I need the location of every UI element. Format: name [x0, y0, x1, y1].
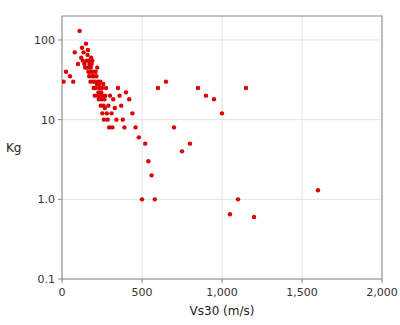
x-tick [382, 279, 383, 283]
point [220, 111, 224, 115]
x-tick-label: 1,500 [286, 286, 318, 299]
point [109, 111, 113, 115]
x-tick-label: 2,000 [366, 286, 398, 299]
y-tick [58, 199, 62, 200]
point [113, 106, 117, 110]
point [212, 97, 216, 101]
point [77, 29, 81, 33]
x-grid-line [142, 16, 143, 279]
point [111, 97, 115, 101]
point [84, 41, 88, 45]
y-grid-line [62, 119, 382, 120]
point [172, 125, 176, 129]
point [93, 69, 97, 73]
point [101, 82, 105, 86]
y-grid-line [62, 199, 382, 200]
point [89, 65, 93, 69]
point [102, 97, 106, 101]
point [146, 159, 150, 163]
axes: 0 500 1,000 1,500 2,000 0.1 1.0 10 100 [34, 16, 398, 299]
x-grid-line [302, 16, 303, 279]
point [140, 197, 144, 201]
y-tick-label: 0.1 [38, 273, 56, 286]
y-tick [58, 279, 62, 280]
point [133, 125, 137, 129]
plot-frame [62, 16, 382, 279]
point [164, 79, 168, 83]
point [236, 197, 240, 201]
point [116, 86, 120, 90]
background [0, 0, 400, 325]
point [119, 103, 123, 107]
point [117, 93, 121, 97]
x-tick-label: 1,000 [206, 286, 238, 299]
point [106, 103, 110, 107]
x-tick [62, 279, 63, 283]
point [114, 117, 118, 121]
point [85, 53, 89, 57]
point [76, 62, 80, 66]
point [95, 65, 99, 69]
point [100, 111, 104, 115]
point [64, 69, 68, 73]
chart-svg: 0 500 1,000 1,500 2,000 0.1 1.0 10 100 Vs30 (m/s)… [0, 0, 400, 325]
point [124, 90, 128, 94]
chart-container: 0 500 1,000 1,500 2,000 0.1 1.0 10 100 Vs30 (m/s)… [0, 0, 400, 325]
point [143, 141, 147, 145]
point [71, 79, 75, 83]
x-tick [222, 279, 223, 283]
point [86, 48, 90, 52]
point [121, 117, 125, 121]
point [105, 111, 109, 115]
point [68, 74, 72, 78]
point [122, 125, 126, 129]
point [137, 135, 141, 139]
y-tick-label: 1.0 [38, 193, 56, 206]
x-tick [302, 279, 303, 283]
point [81, 50, 85, 54]
point [204, 93, 208, 97]
y-tick [58, 119, 62, 120]
point [244, 86, 248, 90]
x-tick-label: 500 [132, 286, 153, 299]
point [228, 212, 232, 216]
point [62, 79, 66, 83]
point [103, 93, 107, 97]
point [252, 215, 256, 219]
y-axis-label: Kg [6, 141, 22, 155]
points [62, 29, 320, 219]
point [153, 197, 157, 201]
point [149, 173, 153, 177]
point [156, 86, 160, 90]
point [130, 111, 134, 115]
x-tick [142, 279, 143, 283]
point [108, 93, 112, 97]
y-tick-label: 10 [41, 114, 55, 127]
point [94, 74, 98, 78]
point [104, 86, 108, 90]
point [196, 86, 200, 90]
point [80, 46, 84, 50]
y-tick-label: 100 [34, 34, 55, 47]
point [110, 125, 114, 129]
point [127, 97, 131, 101]
point [73, 50, 77, 54]
point [188, 141, 192, 145]
y-tick [58, 39, 62, 40]
point [90, 58, 94, 62]
x-axis-label: Vs30 (m/s) [190, 304, 255, 318]
point [105, 117, 109, 121]
point [316, 188, 320, 192]
point [180, 149, 184, 153]
x-grid-line [222, 16, 223, 279]
point [100, 86, 104, 90]
y-grid-line [62, 39, 382, 40]
grid [62, 16, 382, 279]
x-tick-label: 0 [59, 286, 66, 299]
